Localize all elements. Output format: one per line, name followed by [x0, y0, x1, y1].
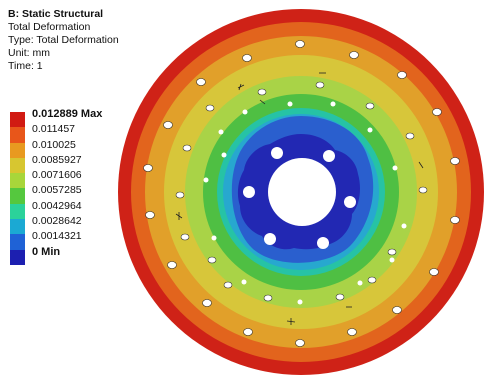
center-bore: [268, 158, 336, 226]
legend-label: 0.0085927: [32, 153, 82, 166]
legend-swatch: [10, 127, 25, 143]
legend-swatch: [10, 142, 25, 158]
legend-swatch: [10, 188, 25, 204]
legend-swatch: [10, 157, 25, 174]
outer-holes: [143, 40, 460, 347]
analysis-title: B: Static Structural: [8, 8, 104, 20]
legend-label: 0.011457: [32, 123, 76, 136]
legend-label: 0.012889 Max: [32, 108, 103, 120]
legend-label: 0.0057285: [32, 184, 82, 197]
bolt-hole: [243, 186, 255, 198]
middle-holes: [175, 81, 428, 302]
legend-label: 0.0071606: [32, 169, 82, 182]
legend-label: 0 Min: [32, 245, 61, 258]
result-name: Total Deformation: [8, 21, 91, 33]
result-type: Type: Total Deformation: [8, 34, 119, 46]
legend-swatch: [10, 173, 25, 189]
legend-swatch: [10, 249, 25, 265]
result-time: Time: 1: [8, 60, 43, 72]
result-header: B: Static Structural Total Deformation T…: [8, 8, 119, 73]
legend-swatch: [10, 203, 25, 220]
legend-swatch: [10, 112, 25, 128]
legend-swatch: [10, 219, 25, 235]
bolt-hole: [271, 147, 283, 159]
legend-label: 0.0014321: [32, 230, 82, 243]
legend-label: 0.0028642: [32, 215, 82, 228]
bolt-hole: [317, 237, 329, 249]
legend-swatch: [10, 234, 25, 250]
mesh-marks: [175, 72, 424, 325]
inner-dots: [203, 101, 407, 305]
bolt-hole: [344, 196, 356, 208]
legend-label: 0.0042964: [32, 199, 82, 212]
bolt-hole: [323, 150, 335, 162]
result-unit: Unit: mm: [8, 47, 50, 59]
legend-label: 0.010025: [32, 138, 76, 151]
bolt-hole: [264, 233, 276, 245]
